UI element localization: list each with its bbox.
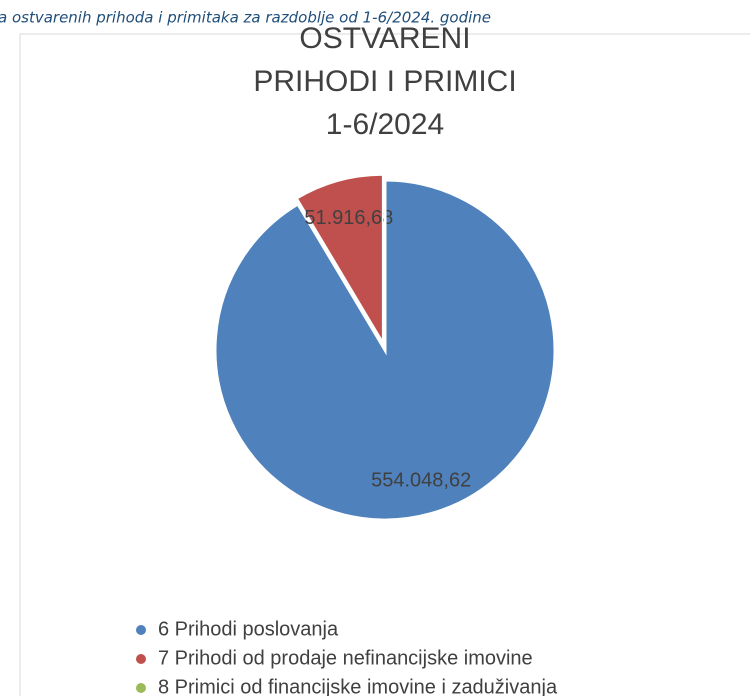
legend-marker: [136, 654, 146, 664]
page-header: a ostvarenih prihoda i primitaka za razd…: [0, 9, 491, 27]
legend-marker: [136, 683, 146, 693]
pie-slice: [294, 172, 385, 350]
data-label: 51.916,68: [304, 207, 393, 229]
legend-label: 7 Prihodi od prodaje nefinancijske imovi…: [158, 647, 533, 669]
chart-title: OSTVARENI: [299, 22, 470, 55]
legend-label: 8 Primici od financijske imovine i zaduž…: [158, 676, 558, 696]
legend-label: 6 Prihodi poslovanja: [158, 618, 339, 640]
chart-title: PRIHODI I PRIMICI: [253, 65, 516, 98]
data-label: 554.048,62: [371, 469, 471, 491]
legend-marker: [136, 625, 146, 635]
chart-frame: [19, 33, 750, 696]
chart-title: 1-6/2024: [326, 108, 444, 141]
